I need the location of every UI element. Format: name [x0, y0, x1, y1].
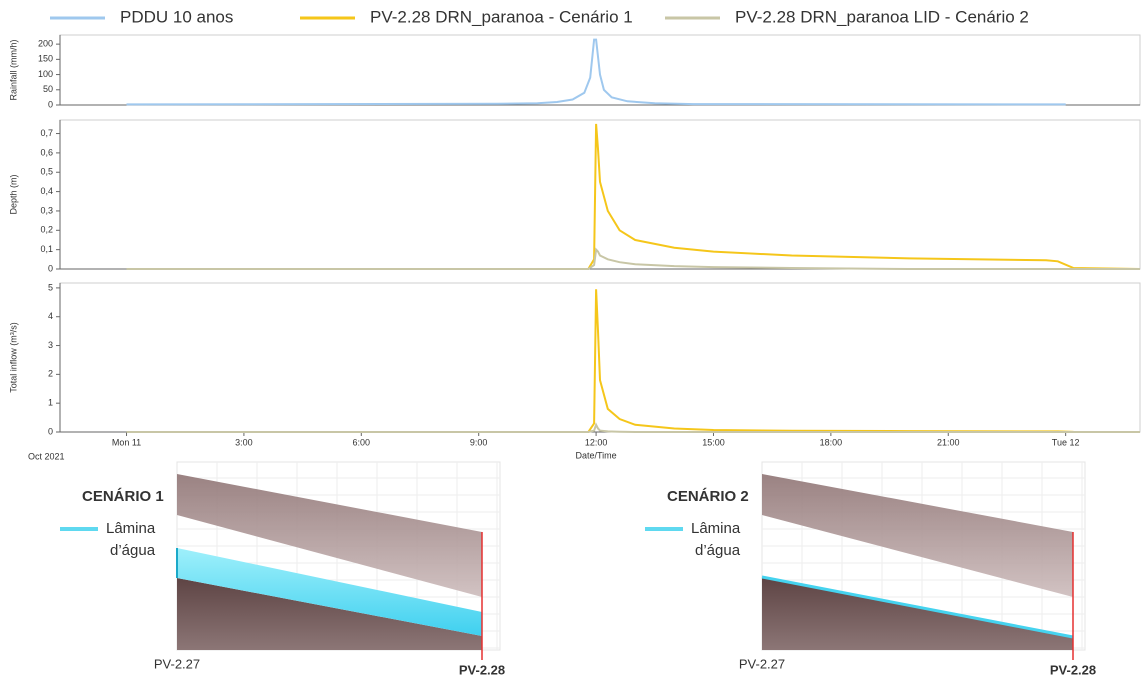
plot-frame: [60, 120, 1140, 269]
node-label: PV-2.28: [1050, 662, 1096, 677]
y-tick-label: 1: [48, 398, 53, 408]
series-line: [127, 289, 1141, 432]
y-axis-label: Total inflow (m³/s): [8, 322, 18, 393]
x-axis-label: Date/Time: [575, 450, 616, 460]
y-tick-label: 0,2: [40, 225, 53, 235]
y-tick-label: 0,6: [40, 147, 53, 157]
x-tick-label: 18:00: [820, 437, 843, 447]
profile-legend-label: Lâmina: [106, 520, 156, 537]
profile-title: CENÁRIO 1: [82, 488, 164, 505]
legend-label: PV-2.28 DRN_paranoa - Cenário 1: [370, 7, 633, 26]
profile-legend-label: d’água: [110, 542, 156, 559]
y-tick-label: 5: [48, 282, 53, 292]
y-tick-label: 0,3: [40, 205, 53, 215]
x-tick-label: Tue 12: [1052, 437, 1080, 447]
x-tick-label: Mon 11: [112, 437, 141, 447]
y-tick-label: 200: [38, 39, 53, 49]
profile-legend-label: d’água: [695, 542, 741, 559]
y-tick-label: 0,1: [40, 244, 53, 254]
y-tick-label: 0: [48, 99, 53, 109]
node-label: PV-2.27: [154, 656, 200, 671]
y-tick-label: 4: [48, 311, 53, 321]
node-label: PV-2.28: [459, 662, 505, 677]
profile-title: CENÁRIO 2: [667, 488, 749, 505]
y-tick-label: 0: [48, 426, 53, 436]
y-tick-label: 150: [38, 54, 53, 64]
figure: 050100150200Rainfall (mm/h)00,10,20,30,4…: [0, 0, 1142, 677]
x-tick-label: 15:00: [702, 437, 725, 447]
profile-legend-label: Lâmina: [691, 520, 741, 537]
node-label: PV-2.27: [739, 656, 785, 671]
legend-label: PV-2.28 DRN_paranoa LID - Cenário 2: [735, 7, 1029, 26]
y-tick-label: 0: [48, 263, 53, 273]
x-tick-label: 6:00: [353, 437, 371, 447]
legend-label: PDDU 10 anos: [120, 7, 233, 26]
date-label: Oct 2021: [28, 451, 65, 461]
x-tick-label: 9:00: [470, 437, 488, 447]
x-tick-label: 12:00: [585, 437, 608, 447]
y-tick-label: 0,7: [40, 128, 53, 138]
y-tick-label: 0,5: [40, 167, 53, 177]
y-axis-label: Depth (m): [8, 174, 18, 214]
x-tick-label: 3:00: [235, 437, 253, 447]
y-axis-label: Rainfall (mm/h): [8, 39, 18, 100]
series-line: [127, 124, 1141, 269]
y-tick-label: 0,4: [40, 186, 53, 196]
y-tick-label: 3: [48, 340, 53, 350]
y-tick-label: 50: [43, 84, 53, 94]
series-line: [127, 40, 1066, 105]
y-tick-label: 100: [38, 69, 53, 79]
y-tick-label: 2: [48, 369, 53, 379]
x-tick-label: 21:00: [937, 437, 960, 447]
